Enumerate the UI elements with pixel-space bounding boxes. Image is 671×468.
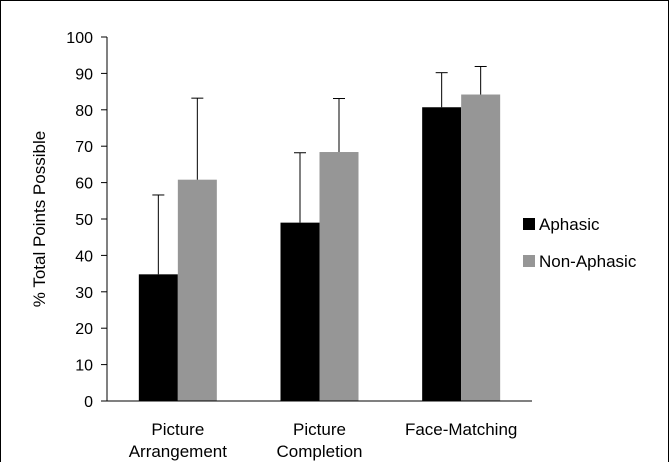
- x-category-label-line: Completion: [277, 442, 363, 461]
- bar-aphasic-0: [138, 274, 178, 401]
- x-category-label: Picture Completion: [277, 420, 363, 461]
- bar-non-aphasic-1: [319, 152, 359, 401]
- error-bars: [152, 65, 487, 275]
- y-axis-title: % Total Points Possible: [30, 131, 49, 307]
- x-category-label-line: Picture: [293, 420, 346, 439]
- x-category-label-line: Picture: [151, 420, 204, 439]
- bar-aphasic-1: [280, 222, 320, 401]
- y-tick-label: 50: [75, 212, 93, 229]
- y-tick-label: 70: [75, 139, 93, 156]
- y-tick-label: 60: [75, 176, 93, 193]
- y-tick-label: 40: [75, 248, 93, 265]
- y-tick-label: 10: [75, 358, 93, 375]
- y-tick-label: 20: [75, 321, 93, 338]
- x-category-label-line: Face-Matching: [405, 420, 517, 439]
- legend-swatch: [523, 255, 535, 267]
- x-category-label: Face-Matching: [405, 420, 517, 439]
- y-tick-label: 30: [75, 285, 93, 302]
- y-axis-ticks: 0 10 20 30 40 50 60 70 80 90 100: [66, 30, 107, 411]
- x-category-label: Picture Arrangement: [129, 420, 228, 461]
- y-tick-label: 90: [75, 66, 93, 83]
- y-tick-label: 100: [66, 30, 93, 47]
- bar-aphasic-2: [422, 107, 462, 401]
- y-tick-label: 0: [84, 394, 93, 411]
- bar-non-aphasic-2: [461, 94, 501, 402]
- bars: [138, 94, 501, 402]
- legend-swatch: [523, 218, 535, 230]
- bar-non-aphasic-0: [177, 179, 217, 401]
- x-axis-labels: Picture Arrangement Picture Completion Face-…: [129, 420, 518, 461]
- x-category-label-line: Arrangement: [129, 442, 228, 461]
- legend: Aphasic Non-Aphasic: [523, 215, 637, 271]
- legend-label: Aphasic: [539, 215, 600, 234]
- y-tick-label: 80: [75, 103, 93, 120]
- legend-label: Non-Aphasic: [539, 252, 637, 271]
